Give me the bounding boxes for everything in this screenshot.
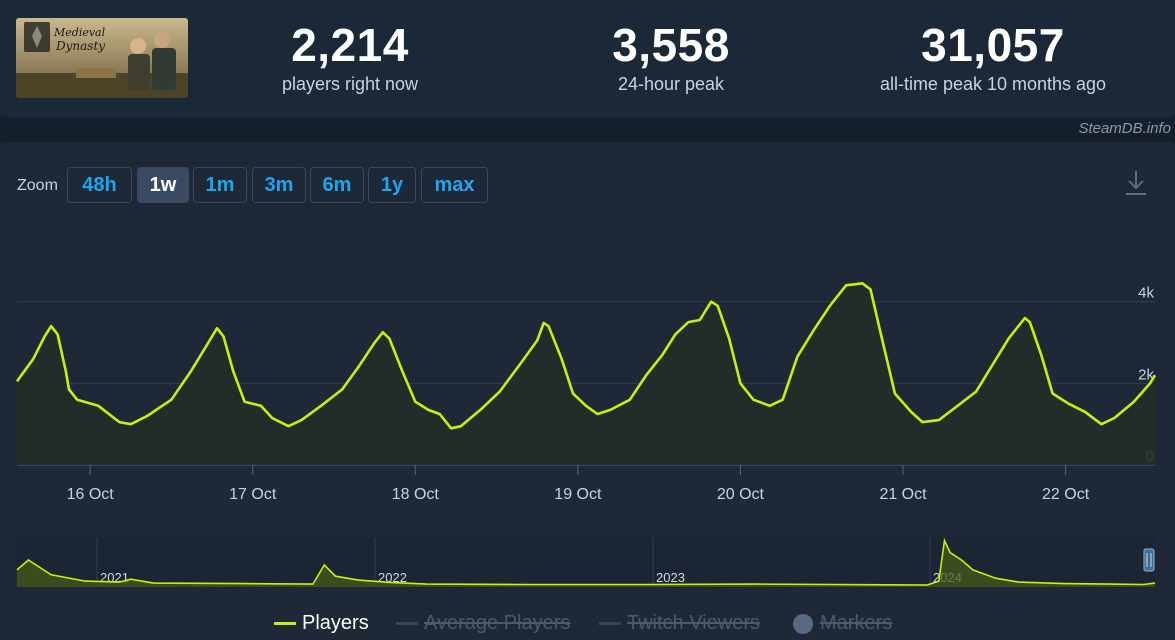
- current-players-label: players right now: [281, 74, 419, 94]
- navigator-handle-grip-icon: [1146, 553, 1152, 567]
- navigator-year-label: 2023: [656, 570, 685, 585]
- stats-panel: Medieval Dynasty 2,214 players right now…: [0, 0, 1175, 117]
- legend-twitch-viewers[interactable]: Twitch Viewers: [599, 612, 760, 635]
- stat-all-time-peak: 31,057 all-time peak 10 months ago: [850, 22, 1136, 95]
- legend-average-swatch: [396, 622, 418, 625]
- y-tick-label: 4k: [1138, 285, 1154, 302]
- legend-markers-dot-icon: [793, 613, 813, 634]
- current-players-value: 2,214: [291, 19, 409, 71]
- legend-players-swatch: [274, 622, 296, 625]
- y-tick-label: 2k: [1138, 366, 1154, 383]
- zoom-48h-button[interactable]: 48h: [67, 167, 132, 203]
- legend-average-players[interactable]: Average Players: [396, 612, 570, 635]
- legend-twitch-label: Twitch Viewers: [627, 612, 761, 634]
- x-tick-label: 18 Oct: [392, 486, 440, 503]
- zoom-1m-button[interactable]: 1m: [193, 167, 247, 203]
- download-icon[interactable]: [1124, 168, 1148, 198]
- legend-players[interactable]: Players: [274, 612, 369, 635]
- zoom-max-button[interactable]: max: [421, 167, 488, 203]
- x-tick-label: 19 Oct: [554, 486, 602, 503]
- stat-current-players: 2,214 players right now: [255, 22, 445, 95]
- x-tick-label: 16 Oct: [67, 486, 115, 503]
- game-thumbnail[interactable]: Medieval Dynasty: [16, 18, 188, 98]
- navigator-year-label: 2022: [378, 570, 407, 585]
- zoom-1y-button[interactable]: 1y: [368, 167, 416, 203]
- thumb-title-line1: Medieval: [53, 26, 106, 39]
- legend-markers[interactable]: Markers: [793, 612, 892, 635]
- chart-legend: Players Average Players Twitch Viewers M…: [0, 610, 1175, 640]
- x-tick-label: 17 Oct: [229, 486, 277, 503]
- x-axis-ticks: 16 Oct 17 Oct 18 Oct 19 Oct 20 Oct 21 Oct 22 O…: [67, 465, 1090, 503]
- players-area-fill: [17, 283, 1155, 465]
- zoom-6m-button[interactable]: 6m: [310, 167, 364, 203]
- x-tick-label: 20 Oct: [717, 486, 765, 503]
- legend-average-label: Average Players: [424, 612, 571, 634]
- navigator-line: [16, 537, 1156, 586]
- all-time-peak-label[interactable]: all-time peak 10 months ago: [879, 74, 1107, 94]
- legend-markers-label: Markers: [820, 612, 893, 634]
- navigator-area-fill: [17, 540, 1155, 587]
- game-artwork: Medieval Dynasty: [16, 18, 188, 98]
- zoom-1w-button[interactable]: 1w: [137, 167, 189, 203]
- players-series-line: [15, 282, 1157, 430]
- peak-24h-label: 24-hour peak: [617, 74, 725, 94]
- navigator-chart[interactable]: 2021202220232024: [0, 533, 1175, 591]
- legend-twitch-swatch: [599, 622, 621, 625]
- stat-24h-peak: 3,558 24-hour peak: [576, 22, 766, 95]
- steamdb-credit[interactable]: SteamDB.info: [1078, 120, 1171, 137]
- all-time-peak-value: 31,057: [921, 19, 1065, 71]
- thumb-title-line2: Dynasty: [55, 39, 105, 53]
- zoom-label: Zoom: [17, 177, 58, 194]
- zoom-3m-button[interactable]: 3m: [252, 167, 306, 203]
- peak-24h-value: 3,558: [612, 19, 730, 71]
- x-tick-label: 22 Oct: [1042, 486, 1090, 503]
- navigator-handle: [1143, 548, 1155, 572]
- x-tick-label: 21 Oct: [879, 486, 927, 503]
- legend-players-label: Players: [302, 612, 369, 634]
